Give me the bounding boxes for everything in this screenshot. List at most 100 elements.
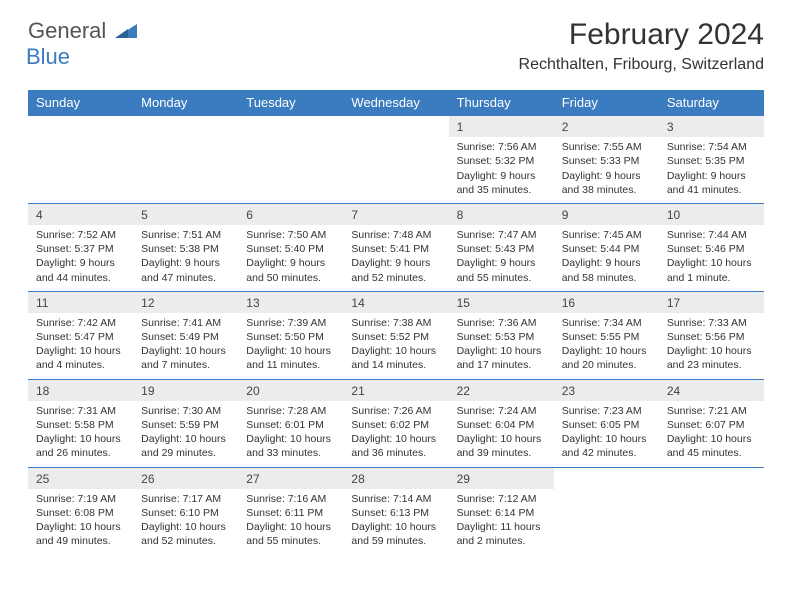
day-number-cell: 29 — [449, 467, 554, 489]
weekday-header: Friday — [554, 90, 659, 116]
sunrise-text: Sunrise: 7:16 AM — [246, 492, 335, 506]
daylight-text-2: and 58 minutes. — [562, 271, 651, 285]
day-detail-cell: Sunrise: 7:21 AMSunset: 6:07 PMDaylight:… — [659, 401, 764, 467]
sunset-text: Sunset: 6:07 PM — [667, 418, 756, 432]
day-number-row: 18192021222324 — [28, 379, 764, 401]
sunset-text: Sunset: 6:01 PM — [246, 418, 335, 432]
day-number-cell: 16 — [554, 291, 659, 313]
day-number-row: 11121314151617 — [28, 291, 764, 313]
sunset-text: Sunset: 5:32 PM — [457, 154, 546, 168]
sunset-text: Sunset: 5:40 PM — [246, 242, 335, 256]
sunrise-text: Sunrise: 7:24 AM — [457, 404, 546, 418]
daylight-text-2: and 39 minutes. — [457, 446, 546, 460]
day-number-cell — [343, 116, 448, 138]
daylight-text-1: Daylight: 10 hours — [457, 344, 546, 358]
logo-text: General Blue — [28, 18, 137, 70]
day-detail-cell: Sunrise: 7:47 AMSunset: 5:43 PMDaylight:… — [449, 225, 554, 291]
daylight-text-2: and 7 minutes. — [141, 358, 230, 372]
sunrise-text: Sunrise: 7:36 AM — [457, 316, 546, 330]
day-number-row: 2526272829 — [28, 467, 764, 489]
sunrise-text: Sunrise: 7:31 AM — [36, 404, 125, 418]
calendar-body: 123Sunrise: 7:56 AMSunset: 5:32 PMDaylig… — [28, 116, 764, 555]
sunset-text: Sunset: 5:50 PM — [246, 330, 335, 344]
sunrise-text: Sunrise: 7:17 AM — [141, 492, 230, 506]
weekday-header: Tuesday — [238, 90, 343, 116]
sunrise-text: Sunrise: 7:30 AM — [141, 404, 230, 418]
day-number-row: 45678910 — [28, 203, 764, 225]
sunrise-text: Sunrise: 7:51 AM — [141, 228, 230, 242]
logo-word2: Blue — [26, 44, 70, 69]
sunrise-text: Sunrise: 7:34 AM — [562, 316, 651, 330]
day-detail-cell: Sunrise: 7:34 AMSunset: 5:55 PMDaylight:… — [554, 313, 659, 379]
day-number-cell: 1 — [449, 116, 554, 138]
month-title: February 2024 — [519, 18, 764, 52]
sunrise-text: Sunrise: 7:54 AM — [667, 140, 756, 154]
day-number-cell: 17 — [659, 291, 764, 313]
day-number-cell: 12 — [133, 291, 238, 313]
day-detail-cell: Sunrise: 7:23 AMSunset: 6:05 PMDaylight:… — [554, 401, 659, 467]
day-detail-cell: Sunrise: 7:45 AMSunset: 5:44 PMDaylight:… — [554, 225, 659, 291]
sunrise-text: Sunrise: 7:26 AM — [351, 404, 440, 418]
sunset-text: Sunset: 5:33 PM — [562, 154, 651, 168]
daylight-text-1: Daylight: 10 hours — [141, 344, 230, 358]
daylight-text-2: and 41 minutes. — [667, 183, 756, 197]
sunset-text: Sunset: 5:46 PM — [667, 242, 756, 256]
day-detail-cell — [133, 137, 238, 203]
day-number-cell: 14 — [343, 291, 448, 313]
day-detail-cell: Sunrise: 7:54 AMSunset: 5:35 PMDaylight:… — [659, 137, 764, 203]
day-detail-cell: Sunrise: 7:56 AMSunset: 5:32 PMDaylight:… — [449, 137, 554, 203]
daylight-text-2: and 38 minutes. — [562, 183, 651, 197]
daylight-text-2: and 33 minutes. — [246, 446, 335, 460]
sunset-text: Sunset: 6:04 PM — [457, 418, 546, 432]
daylight-text-1: Daylight: 10 hours — [36, 432, 125, 446]
day-detail-row: Sunrise: 7:56 AMSunset: 5:32 PMDaylight:… — [28, 137, 764, 203]
day-detail-cell: Sunrise: 7:48 AMSunset: 5:41 PMDaylight:… — [343, 225, 448, 291]
day-detail-row: Sunrise: 7:52 AMSunset: 5:37 PMDaylight:… — [28, 225, 764, 291]
daylight-text-2: and 1 minute. — [667, 271, 756, 285]
day-number-cell: 23 — [554, 379, 659, 401]
day-number-cell: 4 — [28, 203, 133, 225]
day-number-cell — [28, 116, 133, 138]
day-number-row: 123 — [28, 116, 764, 138]
sunset-text: Sunset: 6:08 PM — [36, 506, 125, 520]
day-number-cell: 22 — [449, 379, 554, 401]
day-number-cell: 15 — [449, 291, 554, 313]
day-detail-cell — [659, 489, 764, 555]
sunrise-text: Sunrise: 7:48 AM — [351, 228, 440, 242]
day-detail-cell — [28, 137, 133, 203]
sunset-text: Sunset: 5:37 PM — [36, 242, 125, 256]
daylight-text-2: and 52 minutes. — [141, 534, 230, 548]
daylight-text-2: and 55 minutes. — [457, 271, 546, 285]
daylight-text-2: and 55 minutes. — [246, 534, 335, 548]
daylight-text-1: Daylight: 9 hours — [457, 169, 546, 183]
sunrise-text: Sunrise: 7:28 AM — [246, 404, 335, 418]
daylight-text-1: Daylight: 10 hours — [351, 432, 440, 446]
title-block: February 2024 Rechthalten, Fribourg, Swi… — [519, 18, 764, 74]
day-number-cell: 10 — [659, 203, 764, 225]
weekday-header-row: Sunday Monday Tuesday Wednesday Thursday… — [28, 90, 764, 116]
day-detail-cell: Sunrise: 7:26 AMSunset: 6:02 PMDaylight:… — [343, 401, 448, 467]
sunset-text: Sunset: 5:56 PM — [667, 330, 756, 344]
day-number-cell: 20 — [238, 379, 343, 401]
daylight-text-2: and 2 minutes. — [457, 534, 546, 548]
weekday-header: Monday — [133, 90, 238, 116]
daylight-text-1: Daylight: 9 hours — [141, 256, 230, 270]
weekday-header: Wednesday — [343, 90, 448, 116]
sunset-text: Sunset: 5:49 PM — [141, 330, 230, 344]
day-number-cell: 3 — [659, 116, 764, 138]
sunrise-text: Sunrise: 7:33 AM — [667, 316, 756, 330]
logo-word1: General — [28, 18, 106, 43]
sunset-text: Sunset: 5:58 PM — [36, 418, 125, 432]
daylight-text-2: and 20 minutes. — [562, 358, 651, 372]
day-detail-cell: Sunrise: 7:42 AMSunset: 5:47 PMDaylight:… — [28, 313, 133, 379]
weekday-header: Thursday — [449, 90, 554, 116]
day-detail-cell — [343, 137, 448, 203]
day-detail-cell: Sunrise: 7:51 AMSunset: 5:38 PMDaylight:… — [133, 225, 238, 291]
daylight-text-1: Daylight: 9 hours — [246, 256, 335, 270]
daylight-text-1: Daylight: 9 hours — [457, 256, 546, 270]
day-number-cell: 8 — [449, 203, 554, 225]
daylight-text-1: Daylight: 9 hours — [562, 256, 651, 270]
sunset-text: Sunset: 5:59 PM — [141, 418, 230, 432]
sunset-text: Sunset: 6:14 PM — [457, 506, 546, 520]
day-number-cell: 21 — [343, 379, 448, 401]
